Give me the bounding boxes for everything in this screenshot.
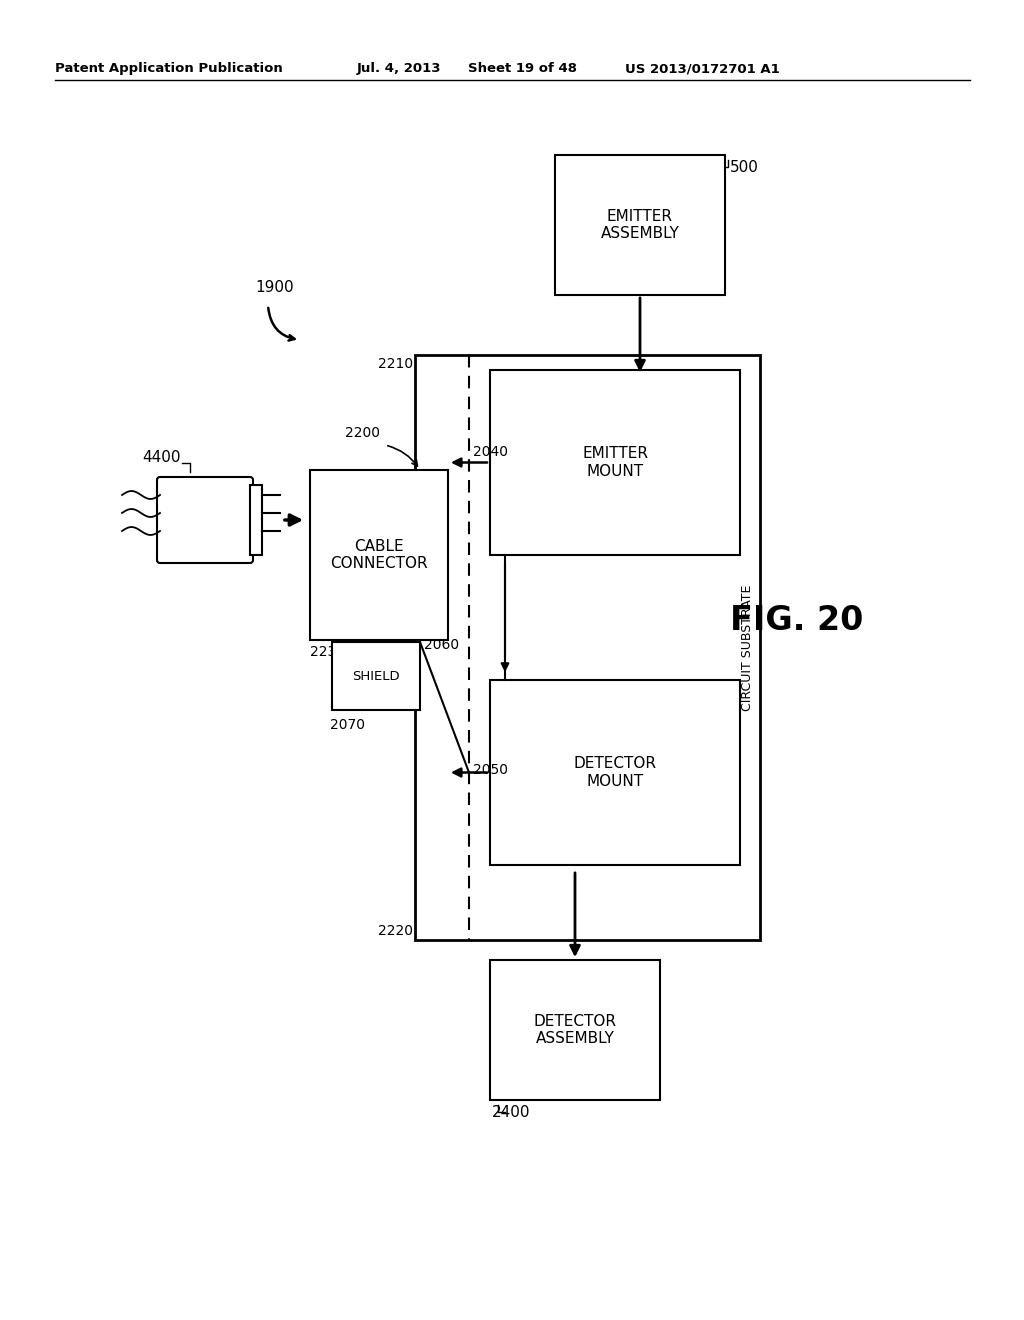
Text: CIRCUIT SUBSTRATE: CIRCUIT SUBSTRATE: [741, 585, 754, 710]
Bar: [250, 484, 262, 554]
Text: 4400: 4400: [142, 450, 180, 465]
Text: 2210: 2210: [378, 356, 413, 371]
Bar: [310, 470, 449, 640]
Text: 1900: 1900: [255, 280, 294, 294]
Text: Patent Application Publication: Patent Application Publication: [55, 62, 283, 75]
Text: SHIELD: SHIELD: [352, 669, 399, 682]
Bar: [332, 642, 420, 710]
Text: 2230: 2230: [310, 645, 345, 659]
Bar: [490, 370, 740, 554]
Text: 2220: 2220: [378, 924, 413, 939]
Text: FIG. 20: FIG. 20: [730, 603, 863, 636]
Text: EMITTER
MOUNT: EMITTER MOUNT: [582, 446, 648, 479]
Text: Jul. 4, 2013: Jul. 4, 2013: [357, 62, 441, 75]
Text: US 2013/0172701 A1: US 2013/0172701 A1: [625, 62, 779, 75]
Bar: [490, 680, 740, 865]
Text: DETECTOR
MOUNT: DETECTOR MOUNT: [573, 756, 656, 789]
Text: 2200: 2200: [345, 426, 380, 440]
Bar: [555, 154, 725, 294]
Text: 2040: 2040: [473, 445, 508, 458]
Text: CABLE
CONNECTOR: CABLE CONNECTOR: [330, 539, 428, 572]
Text: EMITTER
ASSEMBLY: EMITTER ASSEMBLY: [600, 209, 680, 242]
Bar: [490, 960, 660, 1100]
Bar: [415, 355, 760, 940]
Text: 2400: 2400: [492, 1105, 530, 1119]
Text: 2060: 2060: [424, 638, 459, 652]
Text: Sheet 19 of 48: Sheet 19 of 48: [468, 62, 577, 75]
Text: 2070: 2070: [330, 718, 365, 733]
FancyBboxPatch shape: [157, 477, 253, 564]
Text: DETECTOR
ASSEMBLY: DETECTOR ASSEMBLY: [534, 1014, 616, 1047]
Text: 500: 500: [730, 160, 759, 176]
Text: 2050: 2050: [473, 763, 508, 776]
